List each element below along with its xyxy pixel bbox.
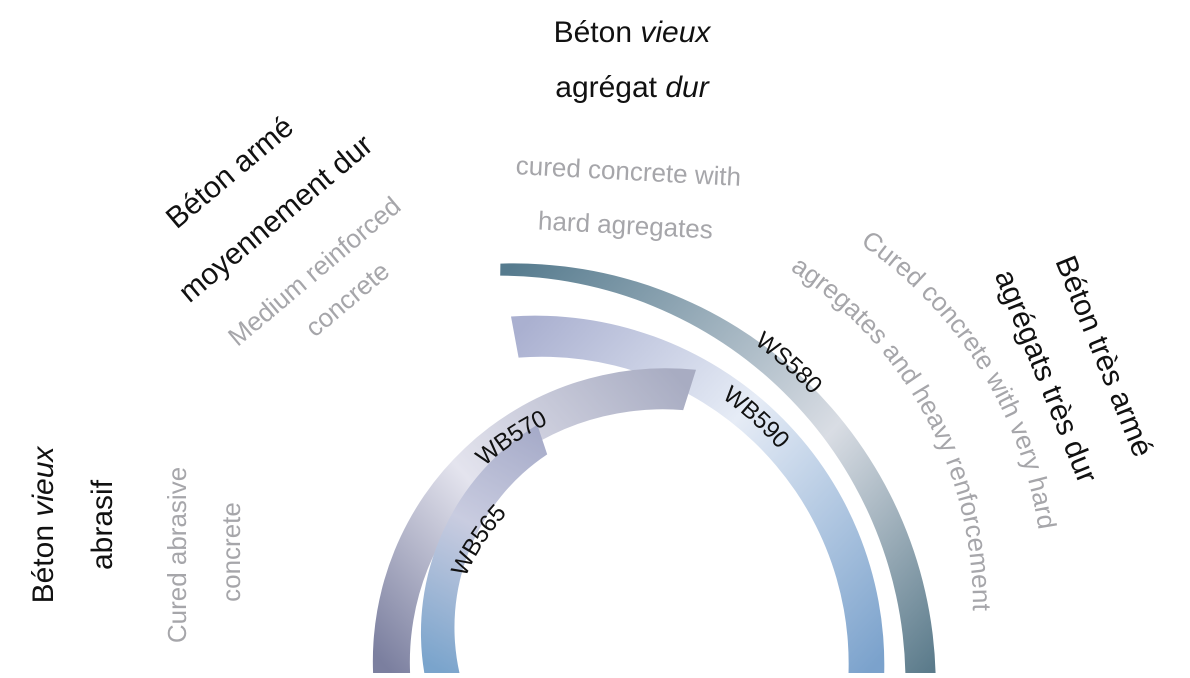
- wb590-band: [511, 315, 885, 674]
- abrasive-fr-line2: abrasif: [86, 479, 119, 570]
- abrasive-en-line1: Cured abrasive: [162, 467, 192, 643]
- category-medium-reinforced: Béton armé moyennement dur Medium reinfo…: [160, 110, 406, 352]
- abrasive-fr-line1: Béton vieux: [27, 446, 60, 604]
- old-hard-en-line2: hard agregates: [537, 205, 713, 244]
- old-hard-en-line1: cured concrete with: [515, 150, 742, 192]
- abrasive-en-line2: concrete: [216, 502, 246, 602]
- wb565-band: [420, 424, 548, 674]
- category-old-hard: Béton vieux agrégat dur cured concrete w…: [515, 16, 742, 245]
- ws580-band: [500, 263, 936, 674]
- old-hard-fr-line2: agrégat dur: [555, 71, 709, 104]
- old-hard-fr-line1: Béton vieux: [554, 16, 712, 49]
- category-old-abrasive: Béton vieux abrasif Cured abrasive concr…: [27, 446, 246, 644]
